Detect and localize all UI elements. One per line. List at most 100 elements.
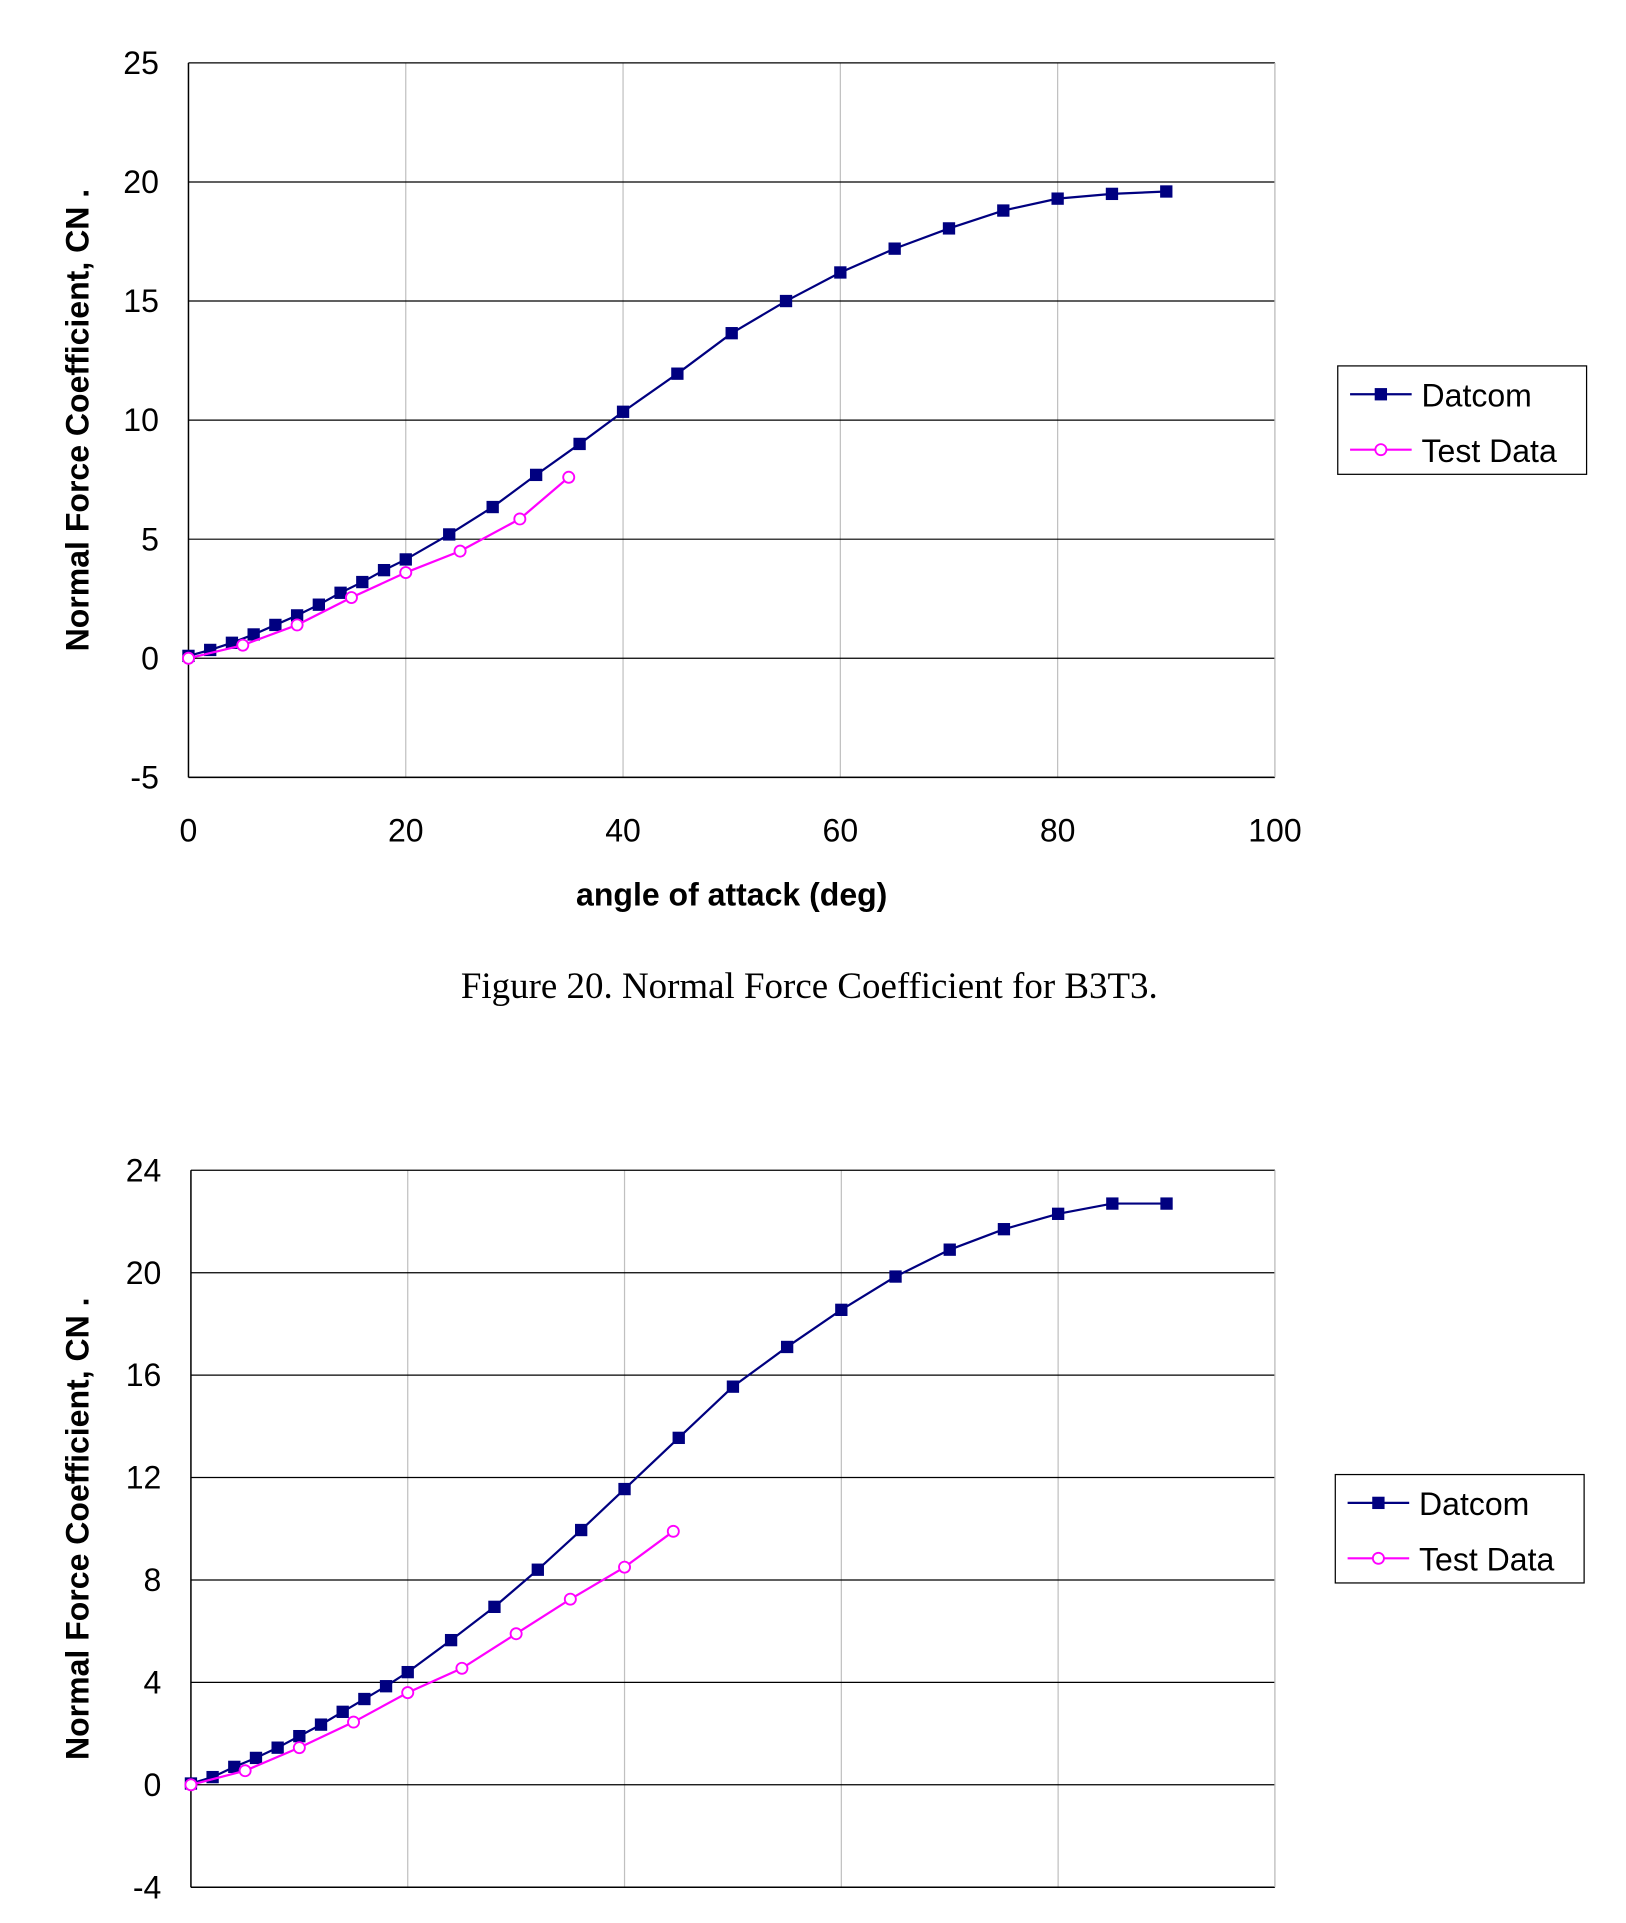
datcom-marker [271, 1741, 284, 1754]
y-tick-label: 8 [144, 1562, 162, 1598]
x-tick-label: 40 [605, 812, 641, 848]
series-line [190, 1202, 1167, 1785]
datcom-marker [835, 1303, 848, 1316]
x-tick-label: 80 [1040, 812, 1076, 848]
y-tick-label: 0 [141, 640, 159, 676]
datcom-marker [618, 1482, 631, 1496]
datcom-marker [1106, 1197, 1119, 1210]
datcom-marker [401, 1665, 414, 1679]
test-marker [509, 1627, 523, 1641]
x-axis-title: angle of attack (deg) [576, 876, 887, 912]
y-tick-label: -5 [130, 759, 158, 795]
datcom-marker [997, 204, 1010, 217]
y-tick-label: 5 [141, 521, 159, 557]
datcom-marker [888, 242, 901, 255]
datcom-marker [779, 294, 793, 308]
datcom-marker [1051, 1207, 1065, 1220]
datcom-marker [249, 1751, 263, 1765]
x-tick-label: 100 [1248, 812, 1301, 848]
datcom-marker [358, 1692, 371, 1706]
test-marker [290, 618, 304, 632]
datcom-marker [225, 636, 239, 649]
legend-label: Datcom [1422, 378, 1532, 414]
legend-box [1334, 1473, 1585, 1584]
y-tick-label: 25 [123, 45, 159, 81]
datcom-marker [575, 1523, 588, 1537]
series-line [190, 1530, 674, 1786]
y-tick-label: 24 [126, 1152, 162, 1188]
datcom-marker [269, 618, 282, 632]
y-tick-label: 20 [126, 1255, 162, 1291]
y-tick-label: 15 [123, 283, 159, 319]
test-marker [344, 591, 358, 605]
legend-label: Datcom [1419, 1486, 1529, 1522]
test-marker [618, 1560, 631, 1574]
datcom-marker [399, 553, 412, 566]
test-marker [401, 1686, 415, 1700]
datcom-marker [1105, 187, 1119, 201]
datcom-marker [377, 563, 391, 577]
legend-marker [1374, 443, 1388, 457]
datcom-marker [616, 405, 630, 418]
x-tick-label: 0 [180, 812, 198, 848]
test-marker [455, 1661, 469, 1675]
x-tick-label: 60 [823, 812, 859, 848]
figure-caption: Figure 20. Normal Force Coefficient for … [461, 965, 1158, 1006]
test-marker [399, 566, 413, 579]
y-tick-label: -4 [133, 1869, 161, 1905]
datcom-marker [336, 1705, 349, 1718]
datcom-marker [529, 468, 543, 482]
test-marker [562, 470, 576, 484]
legend-box [1337, 365, 1588, 475]
test-marker [238, 1764, 252, 1778]
y-tick-label: 4 [144, 1664, 162, 1700]
datcom-marker [293, 1729, 306, 1743]
datcom-marker [573, 437, 586, 451]
datcom-marker [834, 266, 847, 279]
legend-marker [1371, 1551, 1385, 1565]
y-tick-label: 16 [126, 1357, 162, 1393]
datcom-marker [443, 528, 456, 541]
datcom-marker [228, 1760, 241, 1774]
datcom-marker [725, 327, 738, 340]
test-marker [184, 1778, 198, 1792]
legend-marker [1374, 388, 1388, 401]
test-marker [347, 1715, 360, 1729]
datcom-marker [290, 609, 304, 622]
datcom-marker [488, 1600, 501, 1614]
datcom-marker [1160, 1197, 1173, 1210]
test-marker [292, 1741, 306, 1755]
test-marker [453, 544, 467, 558]
test-marker [563, 1592, 577, 1606]
datcom-marker [334, 586, 347, 599]
datcom-marker [997, 1223, 1011, 1236]
series-line [188, 190, 1167, 657]
y-tick-label: 10 [123, 402, 159, 438]
test-marker [513, 512, 527, 526]
legend-label: Test Data [1422, 433, 1557, 469]
datcom-marker [379, 1680, 393, 1693]
datcom-marker [314, 1718, 328, 1731]
datcom-marker [1051, 192, 1064, 205]
datcom-marker [726, 1380, 740, 1393]
series-line [188, 476, 570, 660]
y-tick-label: 12 [126, 1460, 162, 1496]
x-tick-label: 20 [388, 812, 424, 848]
datcom-marker [356, 575, 369, 589]
datcom-marker [942, 222, 956, 235]
y-axis-title: Normal Force Coefficient, CN . [60, 189, 96, 652]
test-marker [236, 638, 250, 652]
datcom-marker [312, 598, 326, 611]
datcom-marker [486, 500, 499, 514]
test-marker [666, 1524, 680, 1538]
test-marker [182, 651, 195, 665]
datcom-marker [531, 1563, 544, 1576]
datcom-marker [780, 1340, 794, 1354]
datcom-marker [1160, 185, 1173, 198]
y-tick-label: 20 [123, 164, 159, 200]
y-tick-label: 0 [144, 1767, 162, 1803]
datcom-marker [247, 628, 260, 641]
legend-label: Test Data [1419, 1542, 1554, 1578]
